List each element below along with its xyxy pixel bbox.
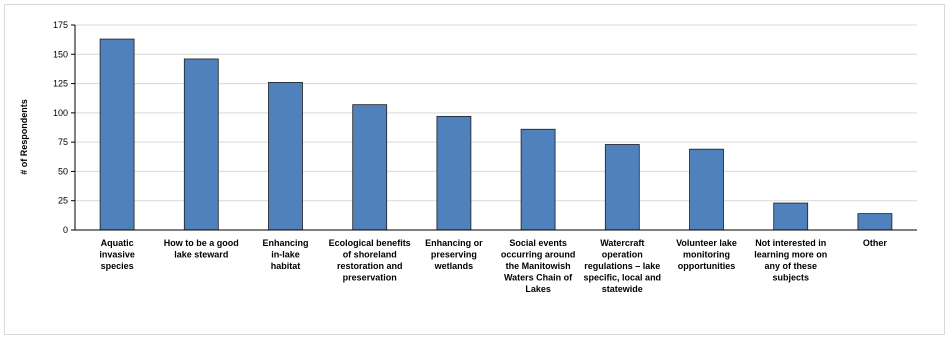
bar xyxy=(268,82,303,231)
category-labels: Aquatic invasive species How to be a good la… xyxy=(99,238,887,294)
category-label-line: Enhancing xyxy=(262,238,308,248)
category-label-line: subjects xyxy=(772,273,809,283)
category-label-line: preservation xyxy=(343,273,397,283)
bars xyxy=(99,38,893,231)
axes xyxy=(74,25,917,231)
category-label-line: preserving xyxy=(431,250,477,260)
bar xyxy=(352,104,388,231)
category-label-line: occurring around xyxy=(501,250,576,260)
y-tick-label: 175 xyxy=(53,20,68,30)
category-label-line: specific, local and xyxy=(584,273,662,283)
bar xyxy=(773,202,809,231)
bar xyxy=(604,144,640,231)
category-label: How to be a good lake steward xyxy=(164,238,239,260)
bar xyxy=(857,213,893,231)
bar xyxy=(183,58,219,231)
category-label-line: Aquatic xyxy=(101,238,134,248)
category-label-line: the Manitowish xyxy=(506,261,571,271)
bar xyxy=(689,148,724,231)
category-label-line: regulations – lake xyxy=(584,261,660,271)
category-label-line: Social events xyxy=(509,238,567,248)
category-label-line: Enhancing or xyxy=(425,238,483,248)
category-label-line: monitoring xyxy=(683,250,730,260)
y-tick-label: 50 xyxy=(58,166,68,176)
y-tick-label: 0 xyxy=(63,225,68,235)
category-label-line: in-lake xyxy=(271,250,300,260)
y-axis-title: # of Respondents xyxy=(19,99,29,175)
y-tick-label: 75 xyxy=(58,137,68,147)
category-label: Enhancing in-lake habitat xyxy=(262,238,308,271)
category-label-line: any of these xyxy=(764,261,817,271)
category-label: Other xyxy=(863,238,888,248)
category-label: Watercraft operation regulations – lake spe… xyxy=(584,238,662,294)
category-label-line: species xyxy=(101,261,134,271)
category-label-line: Volunteer lake xyxy=(676,238,737,248)
category-label-line: wetlands xyxy=(434,261,474,271)
bar xyxy=(99,38,135,231)
category-label-line: operation xyxy=(602,250,643,260)
category-label-line: invasive xyxy=(99,250,135,260)
category-label-line: Other xyxy=(863,238,888,248)
category-label-line: restoration and xyxy=(337,261,403,271)
category-label-line: Watercraft xyxy=(600,238,644,248)
category-label-line: lake steward xyxy=(174,250,228,260)
category-label-line: How to be a good xyxy=(164,238,239,248)
y-tick-label: 125 xyxy=(53,79,68,89)
category-label-line: Not interested in xyxy=(755,238,826,248)
chart-frame: 0 25 50 75 100 125 150 175 Aquatic invasive speci… xyxy=(4,4,945,335)
category-label: Volunteer lake monitoring opportunities xyxy=(676,238,737,271)
category-label-line: of shoreland xyxy=(343,250,397,260)
category-label: Not interested in learning more on any of … xyxy=(754,238,827,283)
category-label-line: Waters Chain of xyxy=(504,273,573,283)
y-tick-label: 150 xyxy=(53,49,68,59)
category-label-line: statewide xyxy=(602,284,643,294)
bar xyxy=(436,115,472,231)
category-label: Enhancing or preserving wetlands xyxy=(425,238,483,271)
y-tick-label: 25 xyxy=(58,196,68,206)
category-label-line: habitat xyxy=(271,261,301,271)
category-label: Aquatic invasive species xyxy=(99,238,135,271)
y-tick-label: 100 xyxy=(53,108,68,118)
category-label: Social events occurring around the Manitow… xyxy=(501,238,576,294)
category-label-line: Lakes xyxy=(525,284,551,294)
category-label: Ecological benefits of shoreland restorati… xyxy=(329,238,411,283)
bar xyxy=(520,128,556,231)
category-label-line: Ecological benefits xyxy=(329,238,411,248)
category-label-line: learning more on xyxy=(754,250,827,260)
category-label-line: opportunities xyxy=(678,261,736,271)
y-tick-labels: 0 25 50 75 100 125 150 175 xyxy=(53,20,75,235)
